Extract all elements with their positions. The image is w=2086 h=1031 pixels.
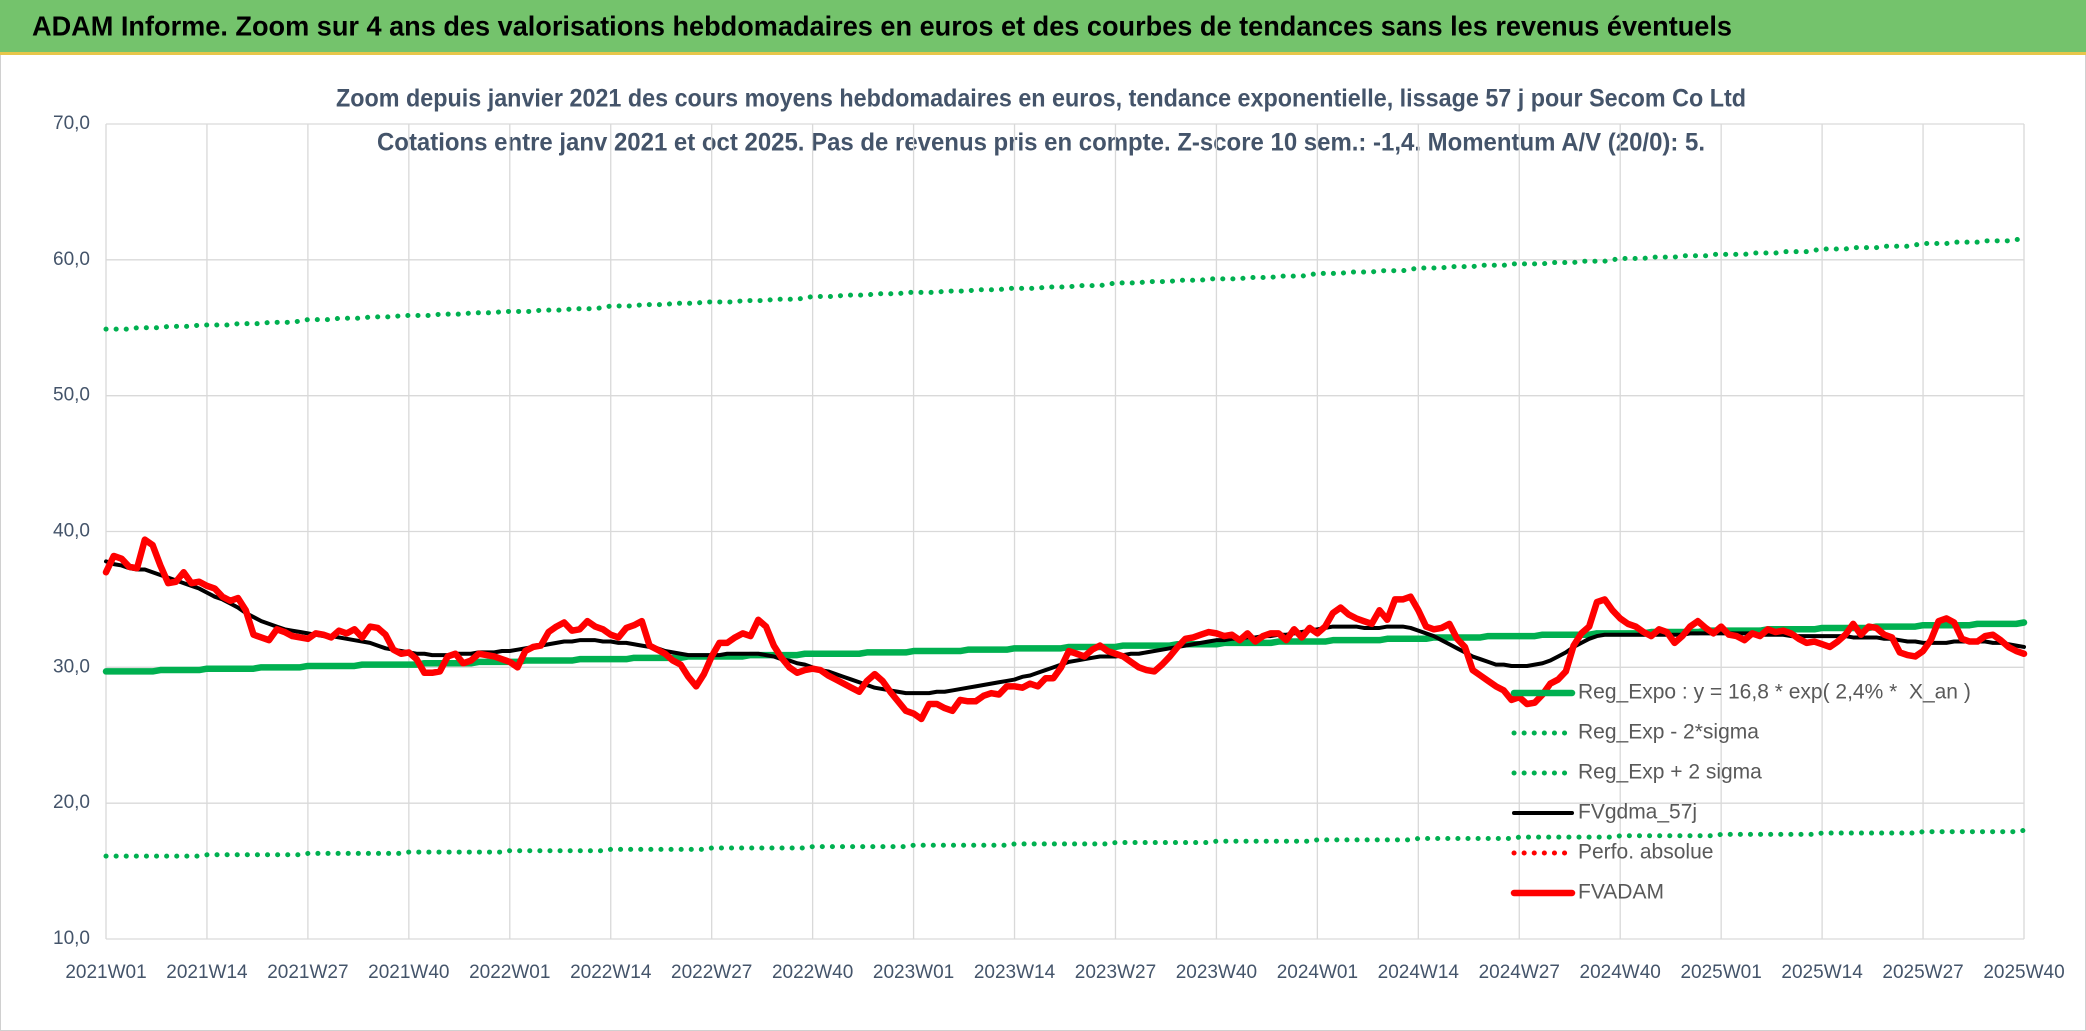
- header-bar: [0, 0, 2086, 52]
- grid: 10,0 20,0 30,0 40,0 50,0 60,0 70,0 2021W01 2021W…: [53, 113, 2065, 983]
- x-tick-label: 2023W01: [873, 962, 954, 983]
- x-tick-label: 2021W01: [65, 962, 146, 983]
- x-tick-label: 2021W27: [267, 962, 348, 983]
- x-tick-label: 2022W40: [772, 962, 853, 983]
- y-tick-label: 30,0: [53, 656, 90, 677]
- legend-label: Perfo. absolue: [1578, 841, 1713, 864]
- x-tick-label: 2025W01: [1680, 962, 1761, 983]
- legend-label: Reg_Expo : y = 16,8 * exp( 2,4% * X_an ): [1578, 681, 1971, 704]
- plot: [102, 236, 2028, 859]
- header-rule: [0, 52, 2086, 55]
- x-tick-label: 2024W40: [1580, 962, 1661, 983]
- x-tick-label: 2022W01: [469, 962, 550, 983]
- x-tick-label: 2021W40: [368, 962, 449, 983]
- series-line: [103, 236, 2027, 332]
- y-tick-label: 70,0: [53, 113, 90, 134]
- x-tick-label: 2023W40: [1176, 962, 1257, 983]
- y-tick-label: 40,0: [53, 521, 90, 542]
- x-tick-label: 2023W14: [974, 962, 1056, 983]
- legend-label: Reg_Exp - 2*sigma: [1578, 721, 1759, 744]
- x-tick-label: 2022W27: [671, 962, 752, 983]
- legend: Reg_Expo : y = 16,8 * exp( 2,4% * X_an )…: [1510, 681, 1971, 904]
- x-tick-label: 2023W27: [1075, 962, 1156, 983]
- y-tick-label: 10,0: [53, 928, 90, 949]
- x-tick-label: 2025W40: [1983, 962, 2064, 983]
- y-tick-label: 50,0: [53, 385, 90, 406]
- legend-label: FVADAM: [1578, 881, 1664, 904]
- chart-subtitle: Cotations entre janv 2021 et oct 2025. P…: [377, 129, 1705, 157]
- x-tick-label: 2024W14: [1378, 962, 1460, 983]
- x-tick-label: 2024W01: [1277, 962, 1358, 983]
- x-tick-label: 2025W14: [1781, 962, 1863, 983]
- x-tick-label: 2025W27: [1882, 962, 1963, 983]
- x-tick-label: 2021W14: [166, 962, 248, 983]
- series-line: [102, 536, 2028, 723]
- chart-title: Zoom depuis janvier 2021 des cours moyen…: [336, 85, 1746, 113]
- legend-label: Reg_Exp + 2 sigma: [1578, 761, 1762, 784]
- header-title: ADAM Informe. Zoom sur 4 ans des valoris…: [32, 10, 1732, 41]
- series-line: [103, 827, 2027, 859]
- x-tick-label: 2022W14: [570, 962, 652, 983]
- y-tick-label: 60,0: [53, 249, 90, 270]
- x-tick-label: 2024W27: [1479, 962, 1560, 983]
- y-tick-label: 20,0: [53, 792, 90, 813]
- legend-label: FVgdma_57j: [1578, 801, 1697, 824]
